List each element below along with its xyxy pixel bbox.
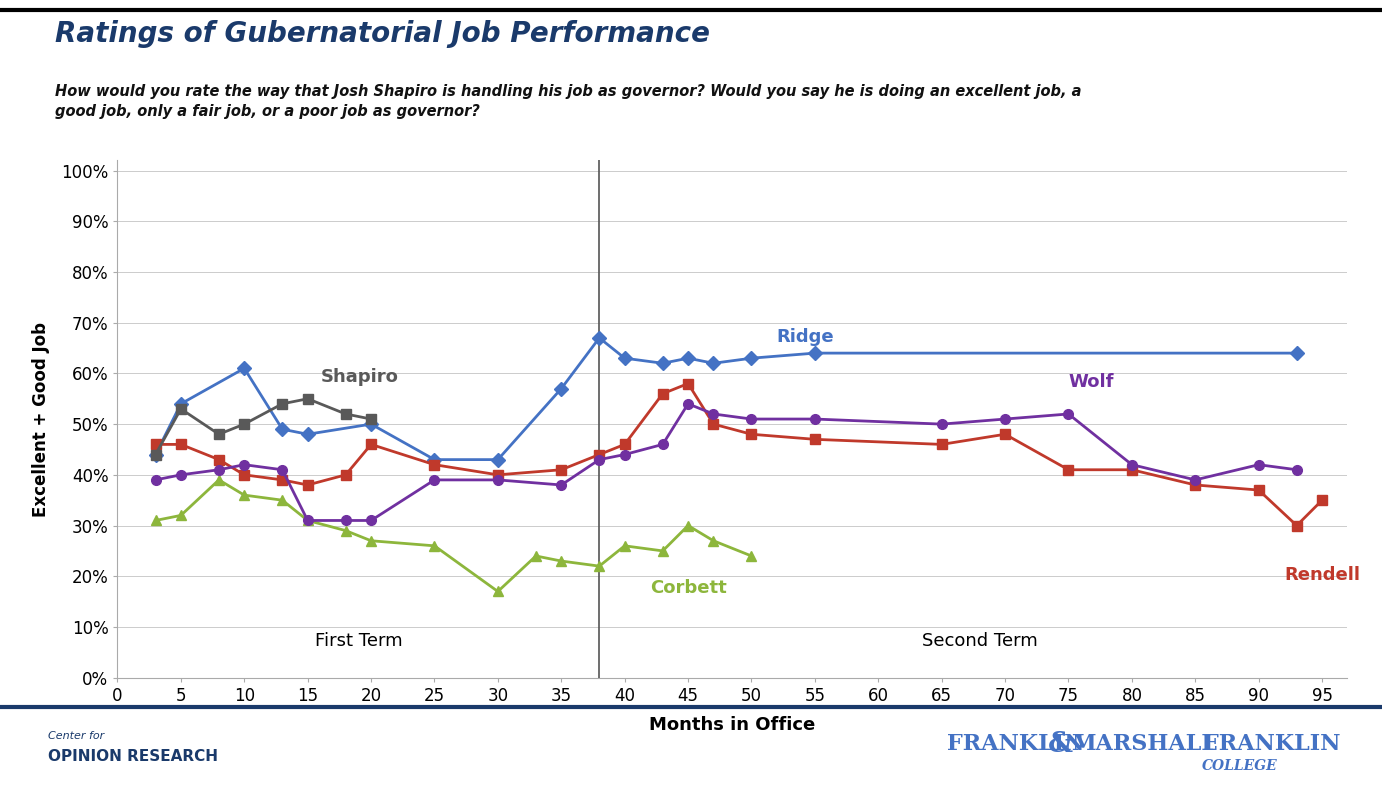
Text: &: & bbox=[1048, 731, 1072, 758]
Text: OPINION RESEARCH: OPINION RESEARCH bbox=[48, 749, 218, 764]
Text: FRANKLIN: FRANKLIN bbox=[947, 733, 1083, 755]
Text: COLLEGE: COLLEGE bbox=[1202, 759, 1278, 773]
Text: Corbett: Corbett bbox=[650, 579, 727, 597]
Text: Wolf: Wolf bbox=[1068, 373, 1114, 391]
Text: Ratings of Gubernatorial Job Performance: Ratings of Gubernatorial Job Performance bbox=[55, 20, 710, 48]
Text: MARSHALL: MARSHALL bbox=[1071, 733, 1218, 755]
X-axis label: Months in Office: Months in Office bbox=[650, 716, 815, 734]
Text: Ridge: Ridge bbox=[777, 327, 835, 346]
Y-axis label: Excellent + Good Job: Excellent + Good Job bbox=[32, 322, 50, 516]
Text: FRANKLIN: FRANKLIN bbox=[1204, 733, 1341, 755]
Text: How would you rate the way that Josh Shapiro is handling his job as governor? Wo: How would you rate the way that Josh Sha… bbox=[55, 84, 1082, 119]
Text: Second Term: Second Term bbox=[922, 632, 1038, 650]
Text: Rendell: Rendell bbox=[1284, 566, 1360, 584]
Text: Center for: Center for bbox=[48, 731, 105, 741]
Text: First Term: First Term bbox=[315, 632, 402, 650]
Text: Shapiro: Shapiro bbox=[321, 368, 398, 386]
